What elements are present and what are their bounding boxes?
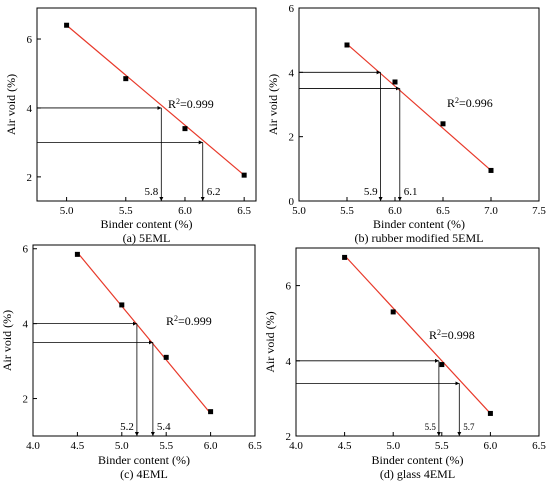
data-point bbox=[390, 309, 396, 315]
guide-value-label: 5.7 bbox=[463, 422, 475, 432]
y-tick-label: 6 bbox=[27, 34, 33, 46]
data-point bbox=[64, 22, 70, 28]
guide-value-label: 5.8 bbox=[145, 186, 159, 198]
data-point bbox=[344, 42, 350, 48]
y-tick-label: 4 bbox=[289, 67, 295, 79]
y-tick-label: 2 bbox=[23, 394, 29, 406]
x-tick-label: 6.5 bbox=[532, 440, 546, 452]
y-axis-label: Air void (%) bbox=[263, 311, 277, 372]
x-tick-label: 4.5 bbox=[338, 440, 352, 452]
x-tick-label: 5.0 bbox=[60, 205, 74, 217]
x-tick-label: 4.0 bbox=[26, 440, 40, 452]
x-tick-label: 5.0 bbox=[292, 205, 306, 217]
data-point bbox=[392, 79, 398, 85]
x-tick-label: 4.0 bbox=[289, 440, 303, 452]
data-point bbox=[488, 167, 494, 173]
x-tick-label: 4.5 bbox=[71, 440, 85, 452]
fit-line bbox=[76, 252, 212, 414]
y-tick-label: 6 bbox=[289, 3, 295, 15]
guide-value-label: 5.4 bbox=[157, 421, 171, 433]
r-squared-label: R2=0.996 bbox=[447, 96, 493, 111]
y-axis-label: Air void (%) bbox=[0, 310, 14, 371]
x-axis-label: Binder content (%) bbox=[101, 217, 193, 231]
data-point bbox=[208, 409, 214, 415]
fit-line bbox=[346, 43, 492, 171]
x-axis-label: Binder content (%) bbox=[98, 453, 190, 467]
y-tick-label: 2 bbox=[286, 431, 292, 443]
y-axis-label: Air void (%) bbox=[266, 74, 280, 135]
x-tick-label: 6.5 bbox=[237, 205, 251, 217]
data-point bbox=[123, 76, 129, 82]
data-point bbox=[440, 121, 446, 127]
x-tick-label: 6.0 bbox=[204, 440, 218, 452]
panel-1: 5.0 5.5 6.0 6.5 7.0 7.5 0 2 4 6 Binder content (%)… bbox=[266, 3, 546, 245]
plot-frame bbox=[36, 7, 257, 202]
guide-value-label: 6.1 bbox=[404, 186, 418, 198]
data-point bbox=[487, 410, 493, 416]
panel-3: 4.0 4.5 5.0 5.5 6.0 6.5 2 4 6 Binder content (%) A… bbox=[263, 247, 546, 481]
plot-frame bbox=[298, 7, 540, 202]
y-tick-label: 4 bbox=[23, 319, 29, 331]
panel-caption: (c) 4EML bbox=[120, 467, 168, 481]
y-tick-label: 4 bbox=[286, 356, 292, 368]
data-point bbox=[182, 126, 188, 132]
panel-caption: (d) glass 4EML bbox=[380, 467, 455, 481]
guide-value-label: 5.2 bbox=[120, 421, 134, 433]
x-tick-label: 5.5 bbox=[435, 440, 449, 452]
guide-value-label: 5.9 bbox=[364, 186, 378, 198]
data-point bbox=[241, 172, 247, 178]
x-tick-label: 5.5 bbox=[159, 440, 173, 452]
x-tick-label: 6.5 bbox=[248, 440, 262, 452]
x-tick-label: 6.0 bbox=[388, 205, 402, 217]
y-axis-label: Air void (%) bbox=[4, 74, 18, 135]
panel-caption: (a) 5EML bbox=[123, 231, 171, 245]
x-axis-label: Binder content (%) bbox=[372, 453, 464, 467]
x-tick-label: 5.5 bbox=[340, 205, 354, 217]
y-tick-label: 4 bbox=[27, 103, 33, 115]
y-tick-label: 6 bbox=[286, 281, 292, 293]
y-tick-label: 6 bbox=[23, 244, 29, 256]
data-point bbox=[342, 254, 348, 260]
x-tick-label: 6.5 bbox=[436, 205, 450, 217]
x-tick-label: 5.0 bbox=[386, 440, 400, 452]
r-squared-label: R2=0.999 bbox=[168, 97, 214, 112]
guide-value-label: 6.2 bbox=[207, 186, 221, 198]
r-squared-label: R2=0.999 bbox=[166, 314, 212, 329]
plot-frame bbox=[32, 244, 256, 437]
data-point bbox=[74, 251, 80, 257]
x-axis-label: Binder content (%) bbox=[373, 217, 465, 231]
data-point bbox=[119, 302, 125, 308]
fit-line bbox=[344, 255, 491, 414]
x-tick-label: 6.0 bbox=[484, 440, 498, 452]
data-point bbox=[439, 362, 445, 368]
y-tick-label: 2 bbox=[289, 132, 295, 144]
data-point bbox=[163, 354, 169, 360]
x-tick-label: 5.0 bbox=[115, 440, 129, 452]
r-squared-label: R2=0.998 bbox=[429, 328, 475, 343]
guide-value-label: 5.5 bbox=[425, 422, 437, 432]
panel-caption: (b) rubber modified 5EML bbox=[355, 231, 484, 245]
y-tick-label: 0 bbox=[289, 196, 295, 208]
panel-2: 4.0 4.5 5.0 5.5 6.0 6.5 2 4 6 Binder content (%) A… bbox=[0, 244, 262, 481]
plot-frame bbox=[295, 247, 540, 437]
fit-line bbox=[66, 24, 245, 176]
panel-0: 5.0 5.5 6.0 6.5 2 4 6 Binder content (%) Air voi… bbox=[4, 7, 257, 245]
x-tick-label: 6.0 bbox=[178, 205, 192, 217]
y-tick-label: 2 bbox=[27, 172, 33, 184]
x-tick-label: 5.5 bbox=[119, 205, 133, 217]
x-tick-label: 7.5 bbox=[532, 205, 546, 217]
x-tick-label: 7.0 bbox=[484, 205, 498, 217]
